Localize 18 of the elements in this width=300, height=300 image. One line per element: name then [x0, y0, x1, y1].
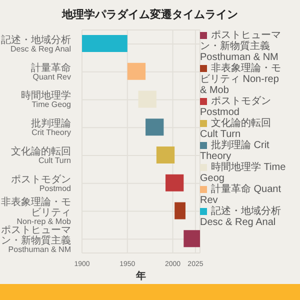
legend-label: 文化論的転回 Cult Turn [200, 118, 271, 140]
y-tick-label: 批判理論 Crit Theory [31, 118, 71, 138]
chart-title: 地理学パラダイム変遷タイムライン [60, 8, 239, 22]
legend-label: 計量革命 Quant Rev [200, 184, 282, 206]
legend-label: 非表象理論・モビリティ Non-rep & Mob [200, 63, 281, 96]
y-tick-label: 記述・地域分析 Desc & Reg Anal [1, 34, 72, 54]
y-tick-label: ポストモダン Postmod [11, 173, 71, 193]
legend-label: 時間地理学 Time Geog [200, 162, 286, 184]
y-tick-label: ポストヒューマン・新物質主義 Posthuman & NM [1, 224, 72, 254]
legend-label: ポストヒューマン・新物質主義 Posthuman & NM [200, 30, 281, 63]
y-tick-label: 時間地理学 Time Geog [21, 90, 71, 110]
y-tick-label: 非表象理論・モビリティ Non-rep & Mob [1, 196, 72, 226]
x-axis-title: 年 [135, 270, 146, 282]
y-tick-label: 文化論的転回 Cult Turn [11, 145, 71, 165]
legend-label: ポストモダン Postmod [200, 96, 271, 118]
legend-label: 批判理論 Crit Theory [200, 140, 270, 162]
y-tick-label: 計量革命 Quant Rev [31, 62, 71, 82]
legend-label: 記述・地域分析 Desc & Reg Anal [200, 206, 281, 228]
